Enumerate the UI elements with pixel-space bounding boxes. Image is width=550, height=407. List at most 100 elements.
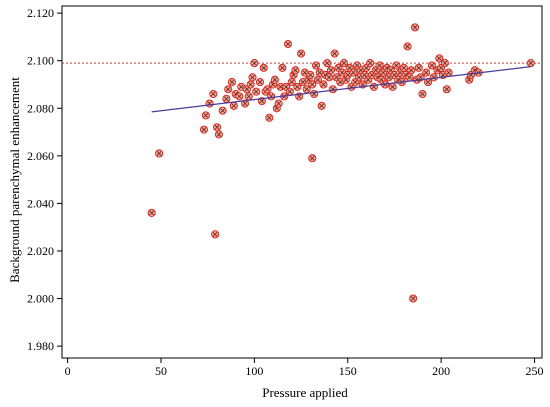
data-point-cross <box>298 51 304 56</box>
data-point-cross <box>253 89 259 95</box>
y-tick-label: 2.000 <box>27 292 54 306</box>
data-point-cross <box>250 74 255 80</box>
data-point <box>297 49 306 58</box>
data-point-cross <box>265 86 270 92</box>
data-point <box>302 85 311 94</box>
data-point <box>405 73 414 82</box>
data-point-cross <box>429 63 435 68</box>
data-point-cross <box>367 60 373 66</box>
data-point <box>319 80 328 89</box>
x-tick-label: 0 <box>65 364 71 378</box>
data-point-cross <box>423 70 429 75</box>
data-point-cross <box>369 72 375 78</box>
regression-line-stroke <box>151 66 531 113</box>
data-point <box>250 59 259 68</box>
data-point-cross <box>336 65 341 71</box>
data-point-cross <box>246 93 252 99</box>
data-point <box>267 92 276 101</box>
data-point <box>259 63 268 72</box>
data-point-cross <box>257 79 263 85</box>
data-point <box>211 230 220 239</box>
data-point <box>263 85 272 94</box>
data-point <box>323 59 332 68</box>
data-point <box>526 59 535 68</box>
data-point-cross <box>216 132 222 137</box>
data-point-cross <box>444 86 450 92</box>
data-point <box>388 82 397 91</box>
axis-ticks: 0 50 100 150 200 250 1.980 2.000 2.020 2.040 2.060… <box>27 6 544 378</box>
data-point <box>246 80 255 89</box>
data-point-cross <box>347 65 353 71</box>
data-point <box>285 87 294 96</box>
data-point-cross <box>294 84 300 90</box>
data-point-cross <box>223 96 229 102</box>
data-point-cross <box>380 70 386 75</box>
data-point <box>255 78 265 87</box>
data-point <box>418 89 427 99</box>
data-point-cross <box>238 84 244 90</box>
data-point-cross <box>390 84 395 90</box>
data-point <box>375 61 384 70</box>
data-point-cross <box>334 74 339 80</box>
data-point <box>427 61 436 70</box>
data-point-cross <box>237 93 242 99</box>
data-point <box>392 61 401 70</box>
data-point <box>293 82 302 91</box>
data-point-cross <box>416 65 422 71</box>
data-points <box>147 23 535 303</box>
data-point <box>274 99 283 108</box>
data-point <box>227 78 237 87</box>
y-axis-title: Background parenchymal enhancement <box>7 77 22 283</box>
data-point <box>248 73 257 82</box>
data-point <box>240 99 250 108</box>
data-point <box>349 68 358 77</box>
data-point-cross <box>418 74 423 80</box>
data-point-cross <box>388 67 394 73</box>
regression-line <box>151 66 531 113</box>
x-tick-label: 200 <box>432 364 450 378</box>
data-point-cross <box>407 74 412 80</box>
data-point-cross <box>248 82 254 87</box>
data-point <box>291 66 300 75</box>
data-point-cross <box>341 60 347 66</box>
data-point <box>209 89 218 99</box>
data-point <box>270 75 279 84</box>
data-point-cross <box>261 65 267 71</box>
data-point-cross <box>377 63 382 68</box>
data-point-cross <box>280 65 285 71</box>
data-point-cross <box>220 108 226 114</box>
data-point-cross <box>386 74 392 80</box>
data-point-cross <box>302 70 308 75</box>
data-point <box>147 208 156 217</box>
data-point <box>308 154 317 163</box>
data-point-cross <box>244 86 250 92</box>
data-point <box>201 111 210 120</box>
data-point <box>403 42 412 51</box>
data-point <box>311 61 321 70</box>
data-point-cross <box>317 70 323 75</box>
data-point-cross <box>214 124 220 130</box>
data-point <box>435 54 444 63</box>
data-point-cross <box>321 82 326 87</box>
data-point-cross <box>420 91 425 97</box>
data-point-cross <box>337 79 343 85</box>
data-point-cross <box>410 296 416 301</box>
data-point-cross <box>364 65 369 71</box>
plot-border <box>61 5 543 359</box>
data-point-cross <box>401 65 407 71</box>
data-point-cross <box>259 98 265 104</box>
data-point-cross <box>397 70 403 75</box>
data-point-cross <box>392 72 397 78</box>
data-point <box>235 92 244 101</box>
data-point <box>366 59 375 68</box>
data-point <box>265 113 274 122</box>
x-tick-label: 50 <box>155 364 167 378</box>
data-point <box>306 70 315 80</box>
data-point-cross <box>442 60 448 66</box>
data-point <box>244 92 253 101</box>
data-point-cross <box>358 67 364 73</box>
data-point-cross <box>203 113 209 118</box>
data-point-cross <box>393 63 399 68</box>
y-tick-label: 2.080 <box>27 101 54 115</box>
data-point-cross <box>362 72 367 78</box>
